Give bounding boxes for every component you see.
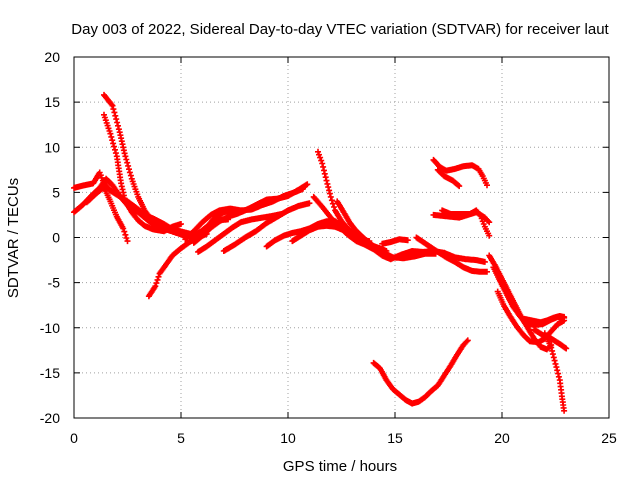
x-tick-label: 15: [387, 430, 403, 446]
series-arc-3: [83, 184, 131, 245]
axis-ticks: [73, 56, 610, 419]
x-tick-label: 25: [601, 430, 617, 446]
data-point-markers: [101, 111, 184, 235]
data-point-markers: [334, 198, 439, 262]
x-tick-labels: 0 5 10 15 20 25: [70, 430, 617, 446]
series-arc-17: [413, 234, 490, 275]
series-arc-15: [334, 198, 439, 262]
chart-title: Day 003 of 2022, Sidereal Day-to-day VTE…: [71, 21, 609, 38]
data-point-markers: [439, 207, 493, 239]
data-point-markers: [520, 313, 568, 326]
data-point-markers: [494, 288, 568, 346]
x-tick-label: 10: [280, 430, 296, 446]
data-point-markers: [379, 236, 411, 247]
y-tick-label: 15: [44, 94, 60, 110]
series-arc-6: [145, 230, 210, 300]
series-arc-5: [101, 111, 184, 235]
y-tick-label: 0: [52, 230, 60, 246]
data-point-markers: [430, 156, 490, 189]
x-tick-label: 20: [494, 430, 510, 446]
series-arc-19: [430, 156, 490, 189]
data-point-markers: [83, 184, 131, 245]
grid-lines: [74, 57, 609, 418]
series-arc-9: [195, 211, 285, 255]
data-point-markers: [413, 234, 490, 275]
x-tick-label: 5: [177, 430, 185, 446]
y-tick-label: 20: [44, 49, 60, 65]
series-arc-8: [190, 181, 311, 246]
series-arc-20: [434, 166, 463, 190]
data-point-markers: [370, 337, 471, 407]
y-tick-label: -10: [40, 320, 60, 336]
series-arc-16: [379, 236, 411, 247]
series-arc-10: [220, 200, 313, 254]
y-tick-labels: -20 -15 -10 -5 0 5 10 15 20: [40, 49, 60, 426]
y-tick-label: 10: [44, 139, 60, 155]
data-series: [71, 91, 570, 414]
data-point-markers: [145, 230, 210, 300]
x-tick-label: 0: [70, 430, 78, 446]
y-tick-label: -20: [40, 410, 60, 426]
series-arc-28: [541, 330, 568, 414]
data-point-markers: [220, 200, 313, 254]
data-point-markers: [541, 330, 568, 414]
y-tick-label: 5: [52, 184, 60, 200]
data-point-markers: [434, 166, 463, 190]
y-tick-label: -5: [48, 275, 61, 291]
series-arc-25: [494, 288, 568, 346]
data-point-markers: [190, 181, 311, 246]
series-arc-26: [520, 313, 568, 326]
x-axis-label: GPS time / hours: [283, 458, 397, 475]
data-point-markers: [195, 211, 285, 255]
series-arc-18: [370, 337, 471, 407]
y-tick-label: -15: [40, 365, 60, 381]
series-arc-22: [439, 207, 493, 239]
y-axis-label: SDTVAR / TECUs: [5, 178, 22, 298]
